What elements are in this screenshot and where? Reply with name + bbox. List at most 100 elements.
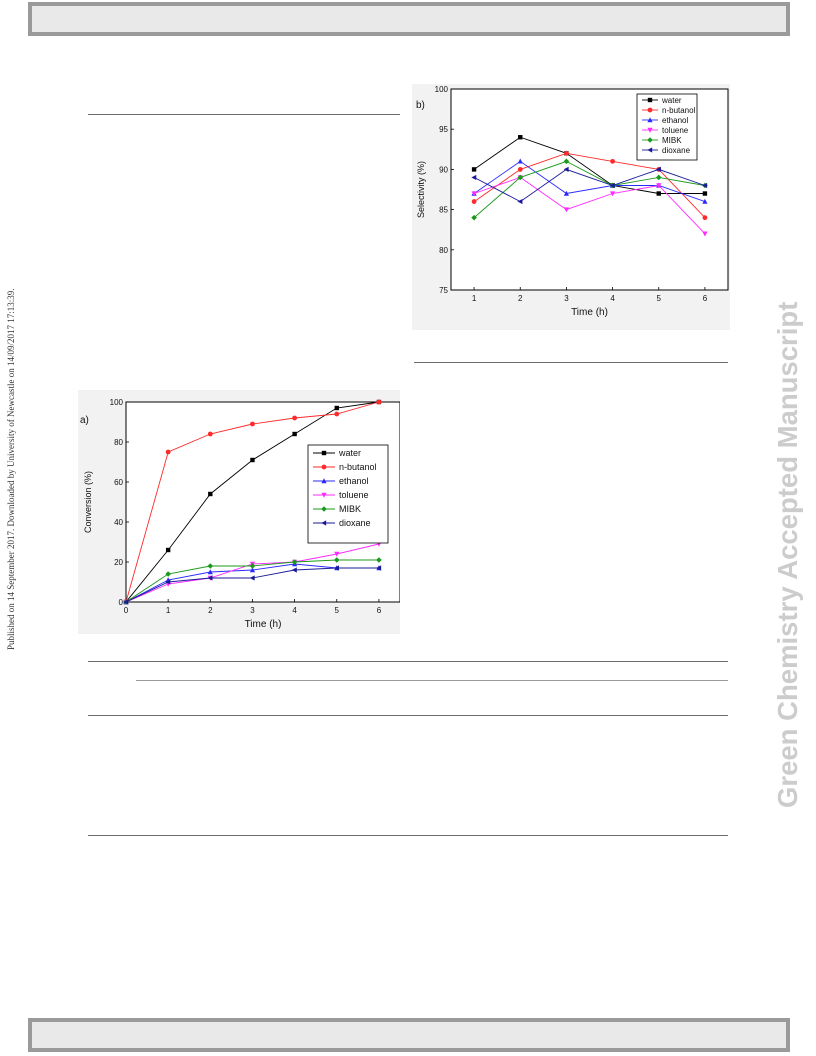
data-point <box>334 405 339 411</box>
legend-label: MIBK <box>662 136 682 145</box>
rule-table-bottom <box>88 835 728 836</box>
data-point <box>471 199 477 204</box>
series-n-butanol <box>471 150 708 221</box>
legend-label: toluene <box>662 126 689 135</box>
legend-marker <box>321 478 327 484</box>
legend-marker <box>321 520 327 526</box>
legend-marker <box>647 97 653 103</box>
series-dioxane <box>471 166 708 205</box>
x-tick-label: 6 <box>703 294 708 303</box>
journal-watermark: Green Chemistry Accepted Manuscript <box>772 301 803 808</box>
x-tick-label: 6 <box>377 606 382 615</box>
y-tick-label: 80 <box>439 246 448 255</box>
data-point <box>656 191 661 196</box>
data-point <box>334 411 340 417</box>
x-tick-label: 4 <box>292 606 297 615</box>
legend-label: toluene <box>339 490 369 500</box>
data-point <box>334 551 340 557</box>
x-tick-label: 1 <box>472 294 477 303</box>
legend-label: dioxane <box>662 146 691 155</box>
x-tick-label: 3 <box>250 606 255 615</box>
data-point <box>207 569 213 575</box>
legend-box <box>307 444 389 544</box>
legend-marker <box>321 464 327 470</box>
data-point <box>702 191 708 196</box>
data-point <box>517 198 523 205</box>
y-tick-label: 75 <box>439 286 448 295</box>
legend-label: dioxane <box>339 518 371 528</box>
publication-note: Published on 14 September 2017. Download… <box>6 288 16 650</box>
rule-top-left <box>88 114 400 115</box>
legend-marker <box>321 492 327 498</box>
data-point <box>471 167 477 172</box>
y-tick-label: 80 <box>114 438 123 447</box>
rule-table-top <box>88 661 728 662</box>
data-point <box>563 207 570 213</box>
data-point <box>292 415 298 421</box>
y-tick-label: 85 <box>439 206 448 215</box>
data-point <box>702 215 708 221</box>
data-point <box>165 449 171 455</box>
data-point <box>250 421 255 427</box>
legend: water n-butanol ethanol toluene MIBK dioxane <box>307 444 389 544</box>
data-point <box>517 158 523 164</box>
x-tick-label: 2 <box>518 294 523 303</box>
data-point <box>292 431 297 437</box>
data-point <box>609 182 615 189</box>
series-line <box>473 168 706 203</box>
y-tick-label: 0 <box>119 598 124 607</box>
rule-table-sub <box>136 680 728 681</box>
conversion-chart: 0 1 2 3 4 5 6 0 20 40 60 80 100 Time (h) Conversion (%… <box>78 390 400 634</box>
legend-marker <box>647 107 653 113</box>
data-point <box>564 150 569 156</box>
y-tick-label: 100 <box>110 398 124 407</box>
selectivity-chart: 1 2 3 4 5 6 75 80 85 90 95 100 Time (h) Selectivity (… <box>412 84 730 330</box>
data-point <box>518 135 523 140</box>
data-point <box>609 191 616 197</box>
legend-box <box>636 93 698 161</box>
x-axis-label: Time (h) <box>571 307 608 318</box>
data-point <box>702 182 708 189</box>
data-point <box>702 198 708 204</box>
series-line <box>473 176 706 235</box>
data-point <box>471 191 477 197</box>
footer-bar <box>28 1018 790 1052</box>
header-bar <box>28 2 790 36</box>
legend-label: ethanol <box>339 476 369 486</box>
data-point <box>165 579 171 585</box>
data-point <box>702 231 708 237</box>
rule-table-header <box>88 715 728 716</box>
data-point <box>249 575 255 581</box>
data-point <box>376 565 382 571</box>
y-tick-label: 60 <box>114 478 123 487</box>
data-point <box>250 457 255 463</box>
y-tick-label: 95 <box>439 125 448 134</box>
series-ethanol <box>471 158 708 204</box>
data-point <box>471 174 477 181</box>
data-point <box>563 158 570 165</box>
x-tick-label: 5 <box>657 294 662 303</box>
data-point <box>563 166 569 172</box>
data-point <box>656 183 662 189</box>
legend-marker <box>321 450 327 456</box>
legend-marker <box>647 147 653 153</box>
data-point <box>207 575 213 581</box>
series-line <box>473 160 706 203</box>
rule-mid-right <box>414 362 728 363</box>
x-tick-label: 4 <box>610 294 615 303</box>
x-tick-label: 1 <box>166 606 171 615</box>
data-point <box>655 166 661 172</box>
legend-label: MIBK <box>339 504 361 514</box>
data-point <box>165 547 171 553</box>
data-point <box>333 565 339 571</box>
legend-label: n-butanol <box>339 462 377 472</box>
x-axis-label: Time (h) <box>245 619 282 630</box>
y-tick-label: 40 <box>114 518 123 527</box>
y-tick-label: 90 <box>439 165 448 174</box>
y-tick-label: 100 <box>435 85 449 94</box>
data-point <box>376 399 382 405</box>
data-point <box>517 167 523 172</box>
legend-label: n-butanol <box>662 106 696 115</box>
y-tick-label: 20 <box>114 558 123 567</box>
